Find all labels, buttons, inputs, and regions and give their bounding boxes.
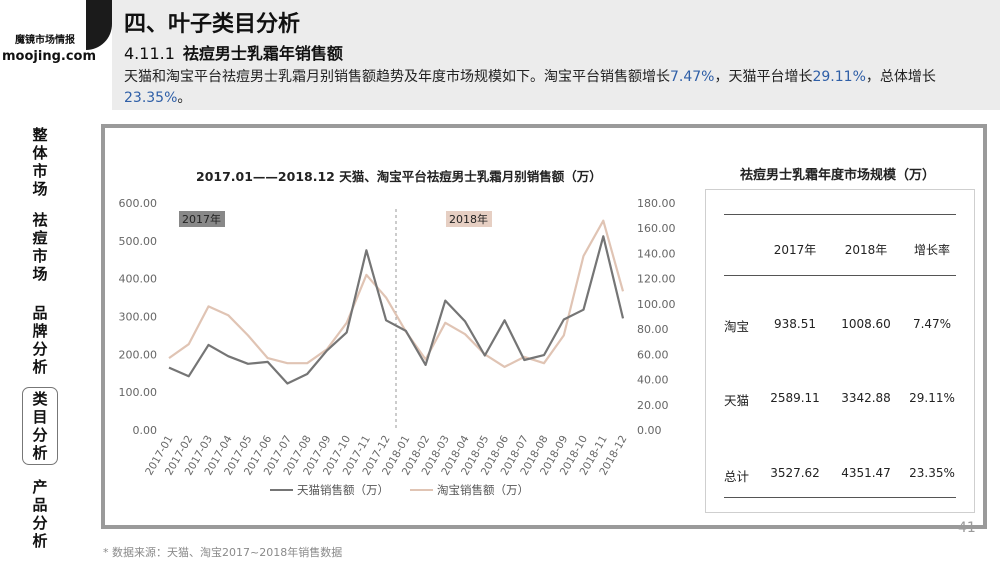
table-row-label: 淘宝 — [724, 319, 750, 334]
nav-char: 市 — [32, 162, 48, 180]
nav-char: 市 — [32, 247, 48, 265]
year-2018-tag-bg — [446, 211, 492, 227]
nav-item-brand-analysis[interactable]: 品 牌 分 析 — [20, 304, 60, 376]
desc-mid: ，天猫平台增长 — [714, 69, 813, 85]
legend-taobao-label: 淘宝销售额（万） — [437, 483, 529, 497]
table-rule-bottom — [724, 497, 956, 498]
chart-title: 2017.01——2018.12 天猫、淘宝平台祛痘男士乳霜月别销售额（万） — [196, 169, 602, 184]
y-left-tick-label: 500.00 — [119, 235, 158, 248]
nav-item-category-analysis[interactable]: 类 目 分 析 — [22, 387, 58, 465]
nav-item-overall-market[interactable]: 整 体 市 场 — [20, 126, 60, 198]
table-cell: 23.35% — [909, 466, 955, 480]
desc-mid2: ，总体增长 — [865, 69, 936, 85]
nav-char: 牌 — [32, 322, 48, 340]
nav-char: 祛 — [32, 211, 48, 229]
y-left-tick-label: 0.00 — [133, 424, 158, 437]
table-cell: 7.47% — [912, 317, 952, 331]
y-left-tick-label: 400.00 — [119, 273, 158, 286]
sidebar: 魔镜市场情报 moojing.com 整 体 市 场 祛 痘 市 场 品 牌 分… — [0, 0, 97, 563]
y-right-tick-label: 0.00 — [637, 424, 662, 437]
table-rule-top — [724, 214, 956, 215]
nav-char: 体 — [32, 144, 48, 162]
nav-char: 场 — [32, 265, 48, 283]
y-right-tick-label: 160.00 — [637, 222, 676, 235]
y-right-tick-label: 180.00 — [637, 197, 676, 210]
market-size-table — [705, 189, 975, 513]
nav-char: 析 — [32, 532, 48, 550]
section-title-text: 祛痘男士乳霜年销售额 — [182, 44, 343, 63]
year-2018-tag: 2018年 — [449, 212, 488, 226]
nav-char: 类 — [32, 390, 48, 408]
table-cell: 1008.60 — [841, 317, 891, 331]
nav-char: 场 — [32, 180, 48, 198]
line-chart: 0.00 100.00 200.00 300.00 400.00 500.00 600.00… — [119, 197, 676, 497]
logo: 魔镜市场情报 moojing.com — [2, 33, 97, 65]
nav-char: 产 — [32, 478, 48, 496]
nav-char: 析 — [32, 358, 48, 376]
table-row-label: 总计 — [724, 469, 750, 484]
y-left-tick-label: 100.00 — [119, 386, 158, 399]
table-header-growth: 增长率 — [913, 243, 950, 257]
year-2017-tag-bg — [179, 211, 225, 227]
year-2017-tag: 2017年 — [182, 212, 221, 226]
y-left-tick-label: 600.00 — [119, 197, 158, 210]
logo-line1: 魔镜市场情报 — [15, 35, 75, 46]
table-cell: 938.51 — [774, 317, 816, 331]
nav-char: 痘 — [32, 229, 48, 247]
table-cell: 3527.62 — [770, 466, 820, 480]
desc-taobao-growth: 7.47% — [670, 69, 715, 85]
table-cell: 4351.47 — [841, 466, 891, 480]
tmall-series-line — [168, 235, 625, 385]
y-right-tick-label: 140.00 — [637, 247, 676, 260]
desc-prefix: 天猫和淘宝平台祛痘男士乳霜月别销售额趋势及年度市场规模如下。淘宝平台销售额增长 — [124, 69, 670, 85]
table-cell: 3342.88 — [841, 391, 891, 405]
page-title: 四、叶子类目分析 — [124, 12, 301, 37]
nav-char: 品 — [32, 304, 48, 322]
y-right-tick-label: 40.00 — [637, 374, 669, 387]
table-cell: 29.11% — [909, 391, 955, 405]
taobao-series-line — [168, 219, 625, 368]
nav-char: 分 — [32, 514, 48, 532]
y-right-tick-label: 60.00 — [637, 348, 669, 361]
legend-tmall-label: 天猫销售额（万） — [297, 483, 389, 497]
nav-char: 品 — [32, 496, 48, 514]
nav-char: 目 — [32, 408, 48, 426]
y-right-tick-label: 20.00 — [637, 399, 669, 412]
table-rule-header — [724, 275, 956, 276]
y-right-tick-label: 120.00 — [637, 273, 676, 286]
nav-char: 分 — [32, 340, 48, 358]
desc-end: 。 — [177, 90, 192, 106]
table-row-label: 天猫 — [724, 393, 750, 408]
corner-decoration — [86, 0, 112, 50]
page-number: 41 — [958, 520, 976, 536]
logo-line2: moojing.com — [2, 49, 97, 64]
desc-total-growth: 23.35% — [124, 90, 178, 106]
y-left-tick-label: 300.00 — [119, 311, 158, 324]
desc-tmall-growth: 29.11% — [812, 69, 866, 85]
nav-item-product-analysis[interactable]: 产 品 分 析 — [20, 478, 60, 550]
nav-char: 析 — [32, 444, 48, 462]
nav-char: 分 — [32, 426, 48, 444]
nav-item-acne-market[interactable]: 祛 痘 市 场 — [20, 211, 60, 283]
section-number: 4.11.1 — [124, 44, 175, 63]
header-band — [112, 0, 1000, 110]
y-left-tick-label: 200.00 — [119, 348, 158, 361]
table-header-2017: 2017年 — [773, 243, 817, 257]
section-title: 4.11.1 祛痘男士乳霜年销售额 — [124, 40, 343, 64]
table-header-2018: 2018年 — [844, 243, 888, 257]
y-right-tick-label: 80.00 — [637, 323, 669, 336]
nav-char: 整 — [32, 126, 48, 144]
content-frame — [101, 124, 987, 529]
footnote: * 数据来源：天猫、淘宝2017~2018年销售数据 — [103, 546, 343, 559]
table-cell: 2589.11 — [770, 391, 820, 405]
table-title: 祛痘男士乳霜年度市场规模（万） — [740, 168, 936, 183]
description: 天猫和淘宝平台祛痘男士乳霜月别销售额趋势及年度市场规模如下。淘宝平台销售额增长7… — [124, 67, 984, 109]
y-right-tick-label: 100.00 — [637, 298, 676, 311]
